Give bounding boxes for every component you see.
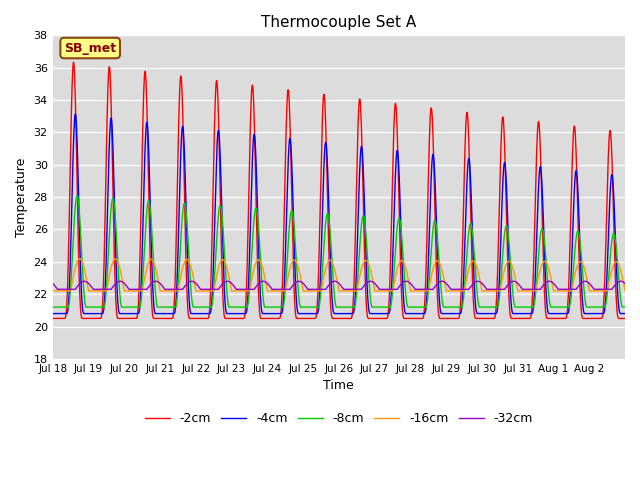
- X-axis label: Time: Time: [323, 379, 354, 392]
- -8cm: [474, 299, 482, 305]
- -32cm: [49, 280, 56, 286]
- -8cm: [558, 304, 566, 310]
- -8cm: [314, 304, 321, 310]
- -4cm: [474, 311, 482, 316]
- -2cm: [324, 228, 332, 234]
- -32cm: [324, 283, 332, 289]
- -16cm: [614, 261, 622, 267]
- Y-axis label: Temperature: Temperature: [15, 157, 28, 237]
- -4cm: [621, 311, 629, 316]
- Line: -32cm: -32cm: [52, 281, 625, 289]
- -16cm: [314, 288, 322, 294]
- Title: Thermocouple Set A: Thermocouple Set A: [261, 15, 417, 30]
- -8cm: [614, 264, 621, 270]
- Legend: -2cm, -4cm, -8cm, -16cm, -32cm: -2cm, -4cm, -8cm, -16cm, -32cm: [140, 407, 538, 430]
- -2cm: [621, 315, 629, 321]
- Line: -16cm: -16cm: [52, 259, 625, 291]
- -4cm: [72, 111, 79, 117]
- -16cm: [76, 256, 83, 262]
- -8cm: [74, 193, 81, 199]
- Line: -2cm: -2cm: [52, 62, 625, 318]
- -32cm: [139, 287, 147, 292]
- -16cm: [621, 288, 629, 293]
- -8cm: [324, 212, 332, 217]
- -16cm: [559, 288, 566, 294]
- -32cm: [559, 287, 566, 292]
- -2cm: [70, 60, 77, 65]
- -16cm: [324, 258, 332, 264]
- -2cm: [49, 315, 56, 321]
- -32cm: [314, 287, 321, 292]
- Line: -4cm: -4cm: [52, 114, 625, 313]
- -4cm: [324, 183, 332, 189]
- -32cm: [621, 280, 629, 286]
- -8cm: [139, 280, 147, 286]
- -2cm: [614, 314, 621, 320]
- -16cm: [49, 288, 57, 294]
- -4cm: [614, 295, 621, 300]
- -32cm: [474, 278, 482, 284]
- -32cm: [614, 279, 622, 285]
- -32cm: [509, 278, 517, 284]
- Text: SB_met: SB_met: [64, 41, 116, 55]
- -16cm: [49, 288, 56, 293]
- -4cm: [49, 311, 56, 316]
- -2cm: [474, 315, 482, 321]
- -8cm: [49, 304, 56, 310]
- -2cm: [314, 300, 321, 306]
- -2cm: [558, 315, 566, 321]
- -16cm: [475, 271, 483, 276]
- -4cm: [558, 311, 566, 316]
- -32cm: [54, 287, 61, 292]
- -4cm: [314, 311, 321, 316]
- -16cm: [139, 284, 147, 290]
- -2cm: [139, 134, 147, 140]
- Line: -8cm: -8cm: [52, 196, 625, 307]
- -4cm: [139, 238, 147, 244]
- -8cm: [621, 304, 629, 310]
